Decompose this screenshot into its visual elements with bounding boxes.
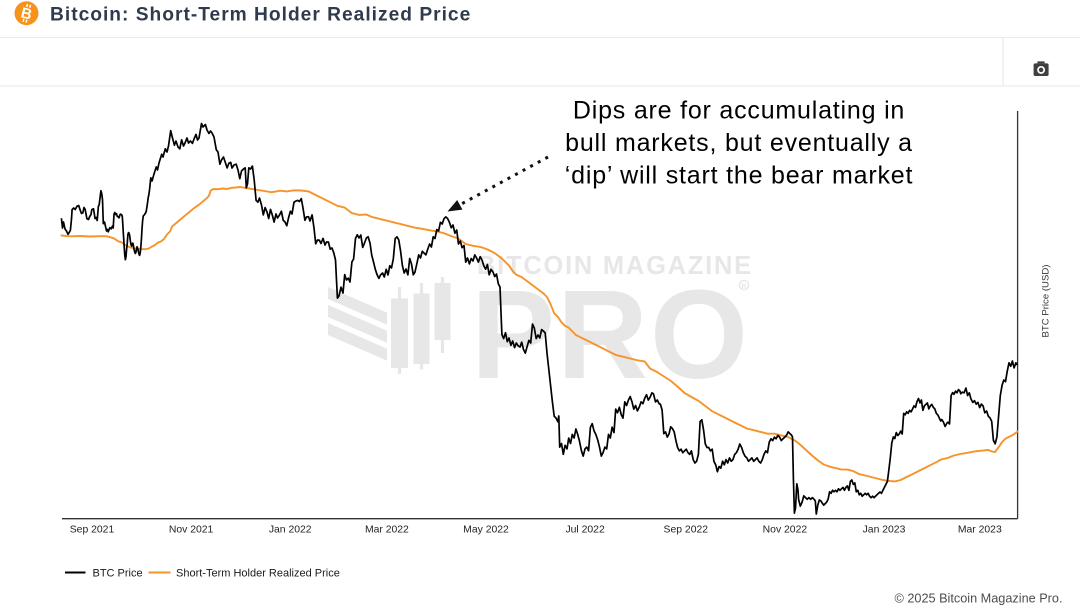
svg-text:Bitcoin: Short-Term Holder Rea: Bitcoin: Short-Term Holder Realized Pric… (50, 5, 471, 26)
svg-text:bull markets, but eventually a: bull markets, but eventually a (565, 129, 913, 157)
svg-text:May 2022: May 2022 (463, 525, 509, 536)
svg-text:Jul 2022: Jul 2022 (565, 525, 605, 536)
svg-text:R: R (742, 283, 747, 290)
svg-text:Nov 2022: Nov 2022 (763, 525, 808, 536)
svg-text:© 2025 Bitcoin Magazine Pro.: © 2025 Bitcoin Magazine Pro. (894, 592, 1062, 606)
svg-text:Mar 2023: Mar 2023 (958, 525, 1002, 536)
svg-text:B: B (19, 5, 34, 24)
svg-text:BTC Price: BTC Price (93, 568, 143, 580)
svg-text:Jan 2022: Jan 2022 (269, 525, 312, 536)
svg-text:Nov 2021: Nov 2021 (169, 525, 214, 536)
svg-text:Jan 2023: Jan 2023 (863, 525, 906, 536)
svg-text:PRO: PRO (471, 264, 750, 405)
svg-text:‘dip’ will start the bear mark: ‘dip’ will start the bear market (565, 162, 913, 190)
svg-text:Dips are for accumulating in: Dips are for accumulating in (573, 97, 905, 125)
svg-text:Mar 2022: Mar 2022 (365, 525, 409, 536)
svg-text:Short-Term Holder Realized Pri: Short-Term Holder Realized Price (176, 568, 340, 580)
svg-text:Sep 2022: Sep 2022 (664, 525, 709, 536)
svg-text:BTC Price (USD): BTC Price (USD) (1041, 264, 1052, 337)
svg-text:BITCOIN MAGAZINE: BITCOIN MAGAZINE (477, 252, 753, 280)
svg-text:Sep 2021: Sep 2021 (70, 525, 115, 536)
